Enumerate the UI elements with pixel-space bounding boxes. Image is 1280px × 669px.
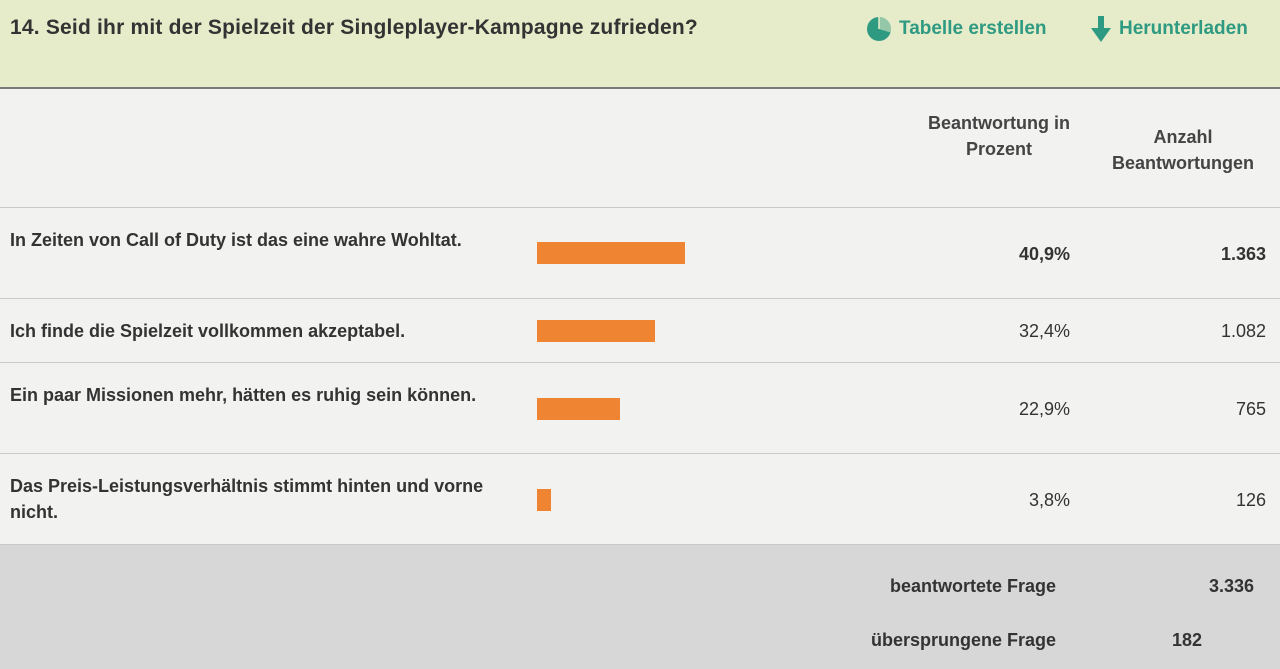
percent-column-header-text: Beantwortung in Prozent bbox=[928, 113, 1070, 159]
percent-column-header: Beantwortung in Prozent bbox=[920, 110, 1078, 162]
answer-label: In Zeiten von Call of Duty ist das eine … bbox=[10, 230, 462, 250]
answer-bar bbox=[537, 398, 620, 420]
answer-count: 765 bbox=[1235, 399, 1266, 419]
download-arrow-icon bbox=[1090, 15, 1112, 43]
answer-label: Ich finde die Spielzeit vollkommen akzep… bbox=[10, 321, 406, 341]
column-headers: Beantwortung in Prozent Anzahl Beantwort… bbox=[0, 90, 1280, 208]
answer-row: Ich finde die Spielzeit vollkommen akzep… bbox=[0, 299, 1280, 363]
download-button[interactable]: Herunterladen bbox=[1090, 14, 1248, 44]
download-label: Herunterladen bbox=[1119, 18, 1248, 39]
answer-row: Das Preis-Leistungsverhältnis stimmt hin… bbox=[0, 454, 1280, 545]
answer-label: Ein paar Missionen mehr, hätten es ruhig… bbox=[10, 385, 477, 405]
answer-row: Ein paar Missionen mehr, hätten es ruhig… bbox=[0, 363, 1280, 454]
question-header: 14. Seid ihr mit der Spielzeit der Singl… bbox=[0, 0, 1280, 89]
create-table-label: Tabelle erstellen bbox=[899, 18, 1047, 39]
answer-percent: 32,4% bbox=[1018, 321, 1070, 341]
answer-label: Das Preis-Leistungsverhältnis stimmt hin… bbox=[10, 476, 484, 522]
summary-footer: beantwortete Frage 3.336 übersprungene F… bbox=[0, 545, 1280, 669]
answer-percent: 40,9% bbox=[1018, 244, 1070, 264]
answered-value: 3.336 bbox=[1208, 576, 1254, 596]
question-title: 14. Seid ihr mit der Spielzeit der Singl… bbox=[10, 16, 698, 39]
pie-chart-icon bbox=[866, 16, 892, 42]
answer-percent: 3,8% bbox=[1028, 490, 1070, 510]
answer-row: In Zeiten von Call of Duty ist das eine … bbox=[0, 208, 1280, 299]
skipped-label: übersprungene Frage bbox=[870, 630, 1056, 650]
skipped-value: 182 bbox=[1171, 630, 1202, 650]
count-column-header-text: Anzahl Beantwortungen bbox=[1112, 127, 1254, 173]
answer-count: 126 bbox=[1235, 490, 1266, 510]
count-column-header: Anzahl Beantwortungen bbox=[1090, 124, 1276, 176]
answer-bar bbox=[537, 242, 685, 264]
create-table-button[interactable]: Tabelle erstellen bbox=[866, 14, 1047, 44]
answer-percent: 22,9% bbox=[1018, 399, 1070, 419]
answer-bar bbox=[537, 320, 655, 342]
answer-count: 1.082 bbox=[1220, 321, 1266, 341]
answer-count: 1.363 bbox=[1220, 244, 1266, 264]
answered-label: beantwortete Frage bbox=[889, 576, 1056, 596]
answer-bar bbox=[537, 489, 551, 511]
